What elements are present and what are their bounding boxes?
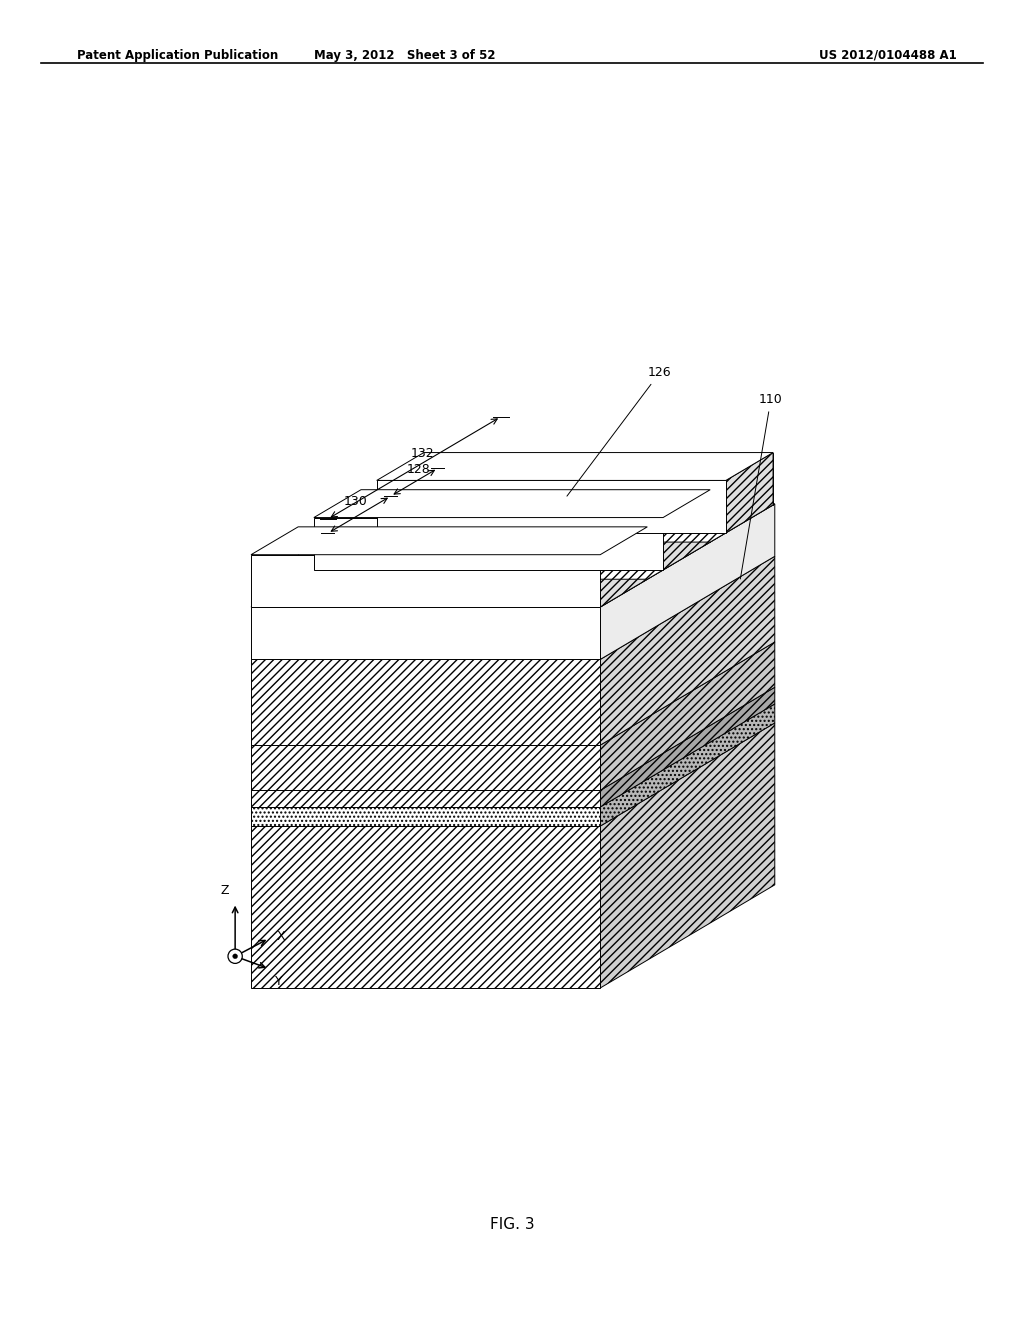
Polygon shape <box>314 517 664 570</box>
Text: 132: 132 <box>411 447 434 459</box>
Polygon shape <box>298 570 664 579</box>
Polygon shape <box>314 490 711 517</box>
Polygon shape <box>600 704 775 826</box>
Polygon shape <box>251 826 600 987</box>
Text: 110: 110 <box>740 393 782 579</box>
Polygon shape <box>251 791 600 807</box>
Polygon shape <box>251 504 775 607</box>
Text: Patent Application Publication: Patent Application Publication <box>77 49 279 62</box>
Polygon shape <box>377 453 773 480</box>
Text: 128: 128 <box>407 463 430 475</box>
Polygon shape <box>600 723 775 987</box>
Polygon shape <box>600 556 775 746</box>
Polygon shape <box>251 660 600 746</box>
Polygon shape <box>361 490 711 543</box>
Polygon shape <box>664 490 711 570</box>
Polygon shape <box>600 688 775 807</box>
Text: Z: Z <box>220 884 229 898</box>
Text: Y: Y <box>275 975 283 989</box>
Text: US 2012/0104488 A1: US 2012/0104488 A1 <box>819 49 957 62</box>
Polygon shape <box>251 607 600 660</box>
Polygon shape <box>726 453 773 533</box>
Polygon shape <box>251 554 600 607</box>
Polygon shape <box>251 527 647 554</box>
Text: 126: 126 <box>567 367 672 496</box>
Circle shape <box>228 949 243 964</box>
Polygon shape <box>600 642 775 791</box>
Polygon shape <box>298 527 647 579</box>
Text: FIG. 3: FIG. 3 <box>489 1217 535 1233</box>
Polygon shape <box>251 746 600 791</box>
Polygon shape <box>600 504 775 660</box>
Circle shape <box>232 954 238 958</box>
Text: X: X <box>278 929 286 942</box>
Polygon shape <box>361 533 726 543</box>
Polygon shape <box>377 480 726 533</box>
Polygon shape <box>600 527 647 607</box>
Text: May 3, 2012   Sheet 3 of 52: May 3, 2012 Sheet 3 of 52 <box>313 49 496 62</box>
Polygon shape <box>251 807 600 826</box>
Text: 130: 130 <box>343 495 368 508</box>
Polygon shape <box>424 453 773 506</box>
